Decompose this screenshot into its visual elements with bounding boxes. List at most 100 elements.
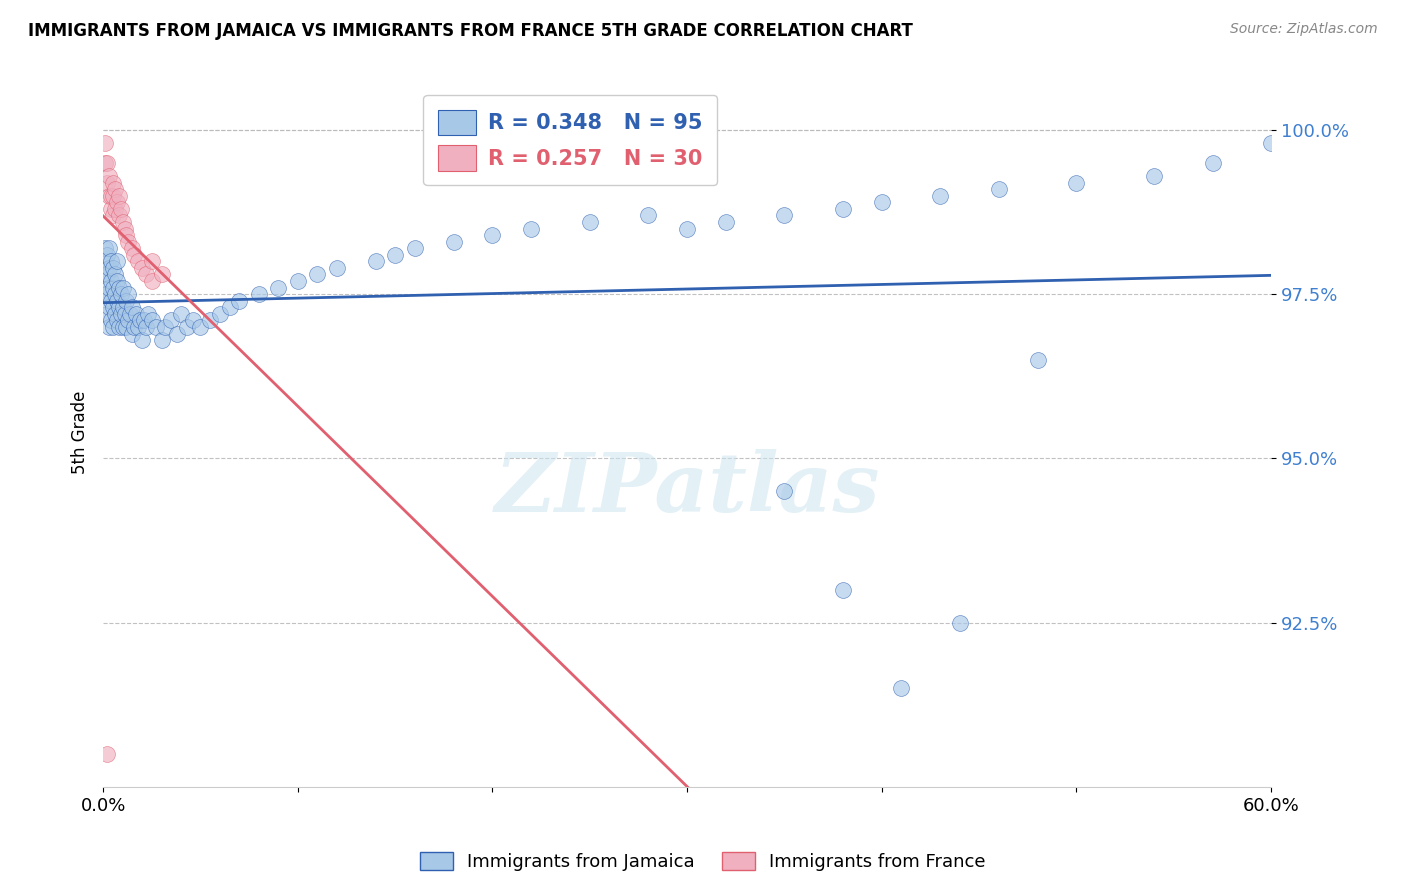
Point — [481, 228, 503, 243]
Point — [115, 228, 138, 243]
Point — [1260, 136, 1282, 150]
Point — [98, 188, 121, 202]
Point — [132, 313, 155, 327]
Point — [114, 307, 136, 321]
Point — [101, 176, 124, 190]
Point — [94, 254, 117, 268]
Point — [127, 320, 149, 334]
Point — [100, 293, 122, 308]
Point — [105, 254, 128, 268]
Point — [129, 313, 152, 327]
Point — [125, 307, 148, 321]
Point — [131, 333, 153, 347]
Point — [578, 215, 600, 229]
Legend: Immigrants from Jamaica, Immigrants from France: Immigrants from Jamaica, Immigrants from… — [413, 845, 993, 879]
Point — [111, 301, 134, 315]
Point — [247, 287, 270, 301]
Point — [190, 320, 212, 334]
Point — [287, 274, 309, 288]
Point — [115, 293, 138, 308]
Point — [181, 313, 204, 327]
Point — [96, 747, 118, 761]
Point — [98, 320, 121, 334]
Point — [100, 313, 122, 327]
Point — [117, 313, 139, 327]
Point — [773, 208, 796, 222]
Point — [124, 320, 146, 334]
Point — [100, 274, 122, 288]
Point — [110, 202, 132, 216]
Point — [114, 221, 136, 235]
Point — [98, 169, 121, 183]
Point — [124, 248, 146, 262]
Text: ZIPatlas: ZIPatlas — [495, 449, 880, 529]
Point — [121, 326, 143, 341]
Point — [98, 260, 121, 275]
Point — [150, 333, 173, 347]
Point — [94, 287, 117, 301]
Point — [115, 320, 138, 334]
Point — [121, 301, 143, 315]
Point — [155, 320, 177, 334]
Point — [121, 241, 143, 255]
Point — [135, 320, 157, 334]
Point — [773, 484, 796, 499]
Point — [101, 301, 124, 315]
Point — [135, 268, 157, 282]
Point — [96, 287, 118, 301]
Point — [228, 293, 250, 308]
Point — [94, 136, 117, 150]
Point — [131, 260, 153, 275]
Point — [443, 235, 465, 249]
Point — [176, 320, 198, 334]
Point — [1202, 156, 1225, 170]
Point — [98, 241, 121, 255]
Point — [96, 176, 118, 190]
Point — [120, 307, 142, 321]
Point — [107, 208, 129, 222]
Y-axis label: 5th Grade: 5th Grade — [72, 391, 89, 474]
Text: IMMIGRANTS FROM JAMAICA VS IMMIGRANTS FROM FRANCE 5TH GRADE CORRELATION CHART: IMMIGRANTS FROM JAMAICA VS IMMIGRANTS FR… — [28, 22, 912, 40]
Point — [160, 313, 183, 327]
Point — [105, 274, 128, 288]
Point — [987, 182, 1010, 196]
Point — [104, 202, 127, 216]
Point — [111, 280, 134, 294]
Point — [98, 301, 121, 315]
Point — [166, 326, 188, 341]
Point — [104, 307, 127, 321]
Point — [404, 241, 426, 255]
Point — [104, 287, 127, 301]
Point — [929, 188, 952, 202]
Point — [104, 182, 127, 196]
Point — [101, 320, 124, 334]
Point — [1143, 169, 1166, 183]
Point — [949, 615, 972, 630]
Point — [520, 221, 543, 235]
Point — [127, 254, 149, 268]
Point — [676, 221, 699, 235]
Point — [110, 307, 132, 321]
Point — [325, 260, 347, 275]
Point — [105, 313, 128, 327]
Point — [870, 195, 893, 210]
Point — [1026, 352, 1049, 367]
Point — [101, 188, 124, 202]
Point — [145, 320, 167, 334]
Point — [364, 254, 387, 268]
Point — [384, 248, 406, 262]
Point — [100, 188, 122, 202]
Point — [111, 215, 134, 229]
Point — [267, 280, 290, 294]
Point — [1066, 176, 1088, 190]
Point — [96, 248, 118, 262]
Point — [96, 156, 118, 170]
Point — [307, 268, 329, 282]
Point — [117, 235, 139, 249]
Legend: R = 0.348   N = 95, R = 0.257   N = 30: R = 0.348 N = 95, R = 0.257 N = 30 — [423, 95, 717, 186]
Point — [117, 287, 139, 301]
Point — [100, 254, 122, 268]
Point — [890, 681, 912, 696]
Point — [208, 307, 231, 321]
Point — [96, 268, 118, 282]
